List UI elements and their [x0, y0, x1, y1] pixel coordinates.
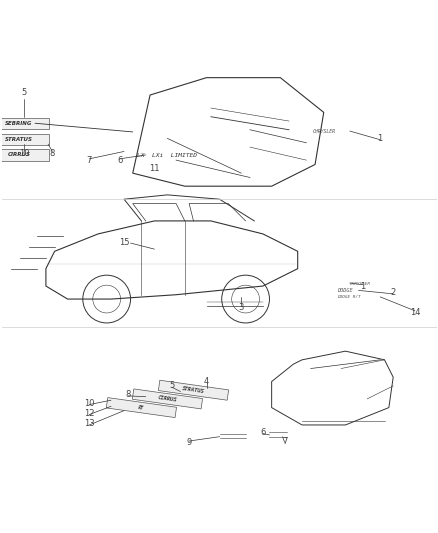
Text: CIRRUS: CIRRUS: [157, 395, 177, 403]
Text: STRATUS: STRATUS: [5, 137, 33, 142]
Text: 1: 1: [378, 134, 383, 143]
Text: 7: 7: [87, 156, 92, 165]
Text: DODGE R/T: DODGE R/T: [337, 295, 360, 299]
Text: CIRRUS: CIRRUS: [7, 152, 31, 157]
Polygon shape: [159, 380, 229, 400]
Text: 6: 6: [260, 428, 266, 437]
Text: 4: 4: [204, 377, 209, 386]
Text: 10: 10: [84, 399, 95, 408]
Polygon shape: [106, 398, 177, 417]
FancyBboxPatch shape: [0, 118, 49, 130]
Text: DODGE: DODGE: [337, 288, 353, 293]
Text: 8: 8: [50, 149, 55, 158]
FancyBboxPatch shape: [0, 134, 49, 145]
Text: 13: 13: [84, 419, 95, 428]
Text: 2: 2: [391, 288, 396, 297]
Text: CHRYSLER: CHRYSLER: [350, 282, 371, 286]
Text: 9: 9: [187, 438, 192, 447]
Text: 1: 1: [360, 281, 365, 290]
Text: 12: 12: [84, 409, 95, 418]
Text: 10: 10: [19, 149, 29, 158]
Text: 14: 14: [410, 308, 420, 317]
Text: 11: 11: [149, 164, 160, 173]
FancyBboxPatch shape: [0, 149, 49, 160]
Text: RT: RT: [138, 405, 145, 410]
Text: 7: 7: [282, 437, 287, 446]
Text: LX  LXi  LIMITED: LX LXi LIMITED: [137, 154, 197, 158]
Text: 5: 5: [21, 88, 27, 98]
Text: CHRYSLER: CHRYSLER: [312, 130, 335, 134]
Text: 5: 5: [169, 382, 174, 390]
Text: 8: 8: [126, 390, 131, 399]
Text: SEBRING: SEBRING: [5, 121, 33, 126]
Polygon shape: [132, 389, 202, 409]
Text: 6: 6: [117, 156, 122, 165]
Text: 15: 15: [119, 238, 129, 247]
Text: STRATUS: STRATUS: [182, 386, 205, 394]
Text: 3: 3: [239, 303, 244, 312]
